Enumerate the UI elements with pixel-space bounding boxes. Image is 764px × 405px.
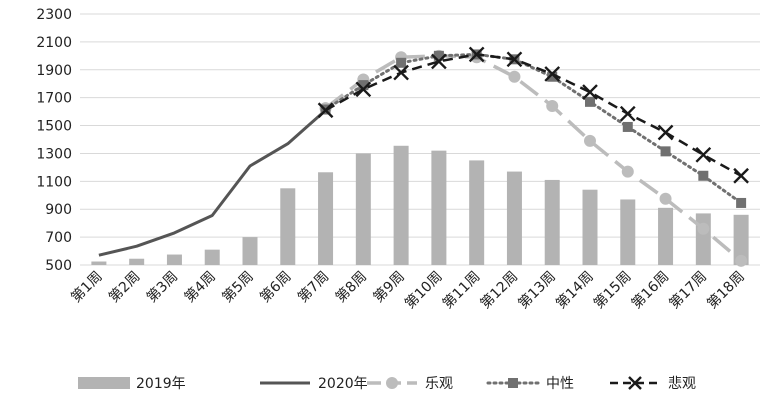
point-悲观 [355, 81, 372, 98]
point-悲观 [506, 51, 523, 68]
bar-2019 [280, 188, 296, 265]
point-中性 [660, 146, 671, 157]
point-乐观 [584, 134, 596, 147]
y-tick-label: 900 [45, 202, 72, 218]
point-中性 [585, 96, 595, 107]
bar-2019 [469, 160, 485, 265]
legend-label: 悲观 [668, 375, 696, 392]
point-中性 [358, 80, 369, 91]
bar-2019 [544, 179, 560, 265]
gridlines [80, 13, 760, 266]
y-tick-label: 1500 [36, 119, 72, 135]
x-tick-label: 第18周 [704, 268, 748, 312]
x-tick-label: 第8周 [332, 268, 370, 306]
line-2020年 [98, 109, 327, 257]
bar-2019 [582, 189, 598, 265]
point-乐观 [659, 192, 672, 205]
x-tick-label: 第13周 [515, 268, 559, 312]
x-tick-label: 第5周 [219, 268, 257, 306]
point-中性 [736, 197, 747, 208]
bar-2019 [204, 249, 220, 265]
y-tick-label: 2100 [36, 35, 72, 51]
bar-2019 [91, 261, 107, 265]
point-中性 [547, 71, 558, 82]
point-悲观 [431, 53, 447, 70]
legend-marker [628, 376, 642, 390]
point-悲观 [657, 124, 674, 141]
point-乐观 [697, 222, 710, 235]
y-tick-label: 1700 [36, 91, 72, 107]
y-axis-ticks: 500 700 900 1100 1300 1500 1700 1900 2100 2300 [36, 7, 72, 274]
x-tick-label: 第15周 [590, 268, 634, 312]
legend-marker [508, 378, 518, 388]
x-tick-label: 第10周 [401, 268, 445, 312]
x-tick-label: 第1周 [68, 268, 106, 306]
point-乐观 [735, 254, 748, 267]
bar-2019 [242, 237, 258, 265]
point-悲观 [468, 46, 485, 63]
legend-marker [386, 377, 398, 389]
x-tick-label: 第3周 [143, 268, 181, 306]
legend-label: 2020年 [318, 376, 368, 392]
point-悲观 [582, 84, 598, 100]
point-悲观 [695, 146, 712, 163]
y-tick-label: 2300 [36, 7, 72, 23]
bar-series-2019 [91, 145, 749, 265]
line-中性 [324, 52, 743, 205]
point-悲观 [733, 167, 749, 184]
x-tick-label: 第12周 [477, 268, 521, 312]
x-tick-label: 第7周 [294, 268, 332, 306]
legend-label: 中性 [546, 376, 574, 392]
y-tick-label: 1900 [36, 63, 72, 79]
bar-2019 [355, 153, 371, 265]
bar-2019 [658, 207, 674, 265]
point-乐观 [546, 100, 559, 113]
y-tick-label: 700 [45, 230, 72, 246]
bar-2019 [695, 213, 711, 265]
point-悲观 [619, 105, 636, 122]
bar-2019 [506, 171, 522, 265]
bar-2019 [431, 150, 447, 265]
line-乐观 [324, 54, 743, 263]
x-axis-ticks: 第1周 第2周 第3周 第4周 第5周 第6周 第7周 第8周 第9周第10周第11周第12周第… [68, 268, 748, 312]
point-悲观 [393, 64, 409, 81]
point-中性 [433, 50, 444, 61]
legend-swatch [78, 377, 130, 389]
bar-2019 [166, 254, 182, 265]
x-tick-label: 第16周 [628, 268, 672, 312]
point-悲观 [544, 66, 561, 82]
point-乐观 [508, 70, 521, 83]
y-tick-label: 1300 [36, 146, 72, 162]
x-tick-label: 第17周 [666, 268, 710, 312]
bar-2019 [318, 172, 334, 265]
legend: 2019年 2020年 乐观 中性 悲观 [78, 375, 696, 392]
bar-2019 [393, 145, 409, 265]
legend-label: 2019年 [136, 376, 186, 392]
y-tick-label: 500 [45, 258, 72, 274]
bar-2019 [620, 199, 636, 265]
line-悲观 [324, 53, 742, 177]
x-tick-label: 第2周 [105, 268, 143, 306]
point-乐观 [621, 165, 634, 178]
x-tick-label: 第14周 [552, 268, 596, 312]
y-tick-label: 1100 [36, 174, 72, 190]
point-中性 [622, 121, 633, 132]
bar-2019 [733, 214, 749, 265]
x-tick-label: 第11周 [439, 268, 483, 312]
bar-2019 [129, 258, 145, 265]
legend-label: 乐观 [425, 376, 453, 392]
point-中性 [698, 170, 709, 181]
x-tick-label: 第6周 [256, 268, 294, 306]
x-tick-label: 第4周 [181, 268, 219, 306]
line-series [98, 46, 749, 267]
point-悲观 [317, 102, 334, 119]
point-中性 [396, 57, 407, 68]
